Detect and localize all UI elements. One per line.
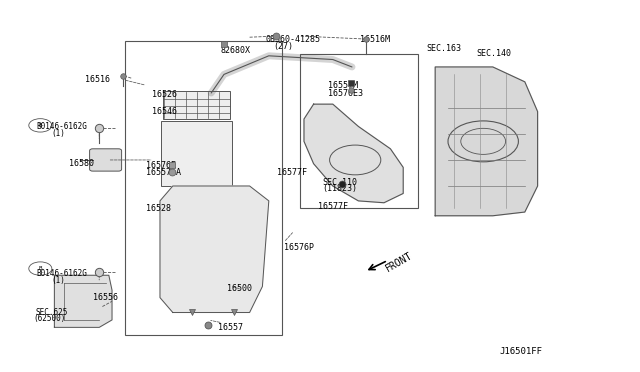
Text: 16528: 16528 xyxy=(146,204,171,213)
Polygon shape xyxy=(304,104,403,203)
Text: 16577F: 16577F xyxy=(277,169,307,177)
Polygon shape xyxy=(54,275,112,327)
Text: 16516: 16516 xyxy=(85,75,110,84)
Bar xyxy=(125,41,282,335)
Text: 16546: 16546 xyxy=(152,107,177,116)
Text: (27): (27) xyxy=(273,42,293,51)
Text: 16556: 16556 xyxy=(93,293,118,302)
Text: 16526: 16526 xyxy=(152,90,177,99)
Text: B: B xyxy=(38,266,42,271)
Text: SEC.140: SEC.140 xyxy=(477,49,512,58)
Text: B0146-6162G: B0146-6162G xyxy=(36,122,87,131)
Text: 16576E: 16576E xyxy=(146,161,176,170)
Polygon shape xyxy=(435,67,538,216)
Text: 08360-41285: 08360-41285 xyxy=(266,35,321,44)
Text: 16580: 16580 xyxy=(69,159,94,168)
Bar xyxy=(163,91,230,119)
Text: FRONT: FRONT xyxy=(384,251,415,274)
Text: 16557: 16557 xyxy=(218,323,243,332)
Text: 16557M: 16557M xyxy=(328,81,358,90)
Text: (1): (1) xyxy=(51,276,65,285)
Text: 16576P: 16576P xyxy=(284,243,314,252)
Text: 16576E3: 16576E3 xyxy=(328,89,363,97)
Text: B: B xyxy=(38,123,42,128)
Polygon shape xyxy=(160,186,269,312)
FancyBboxPatch shape xyxy=(90,149,122,171)
Text: (1): (1) xyxy=(51,129,65,138)
Text: SEC.625: SEC.625 xyxy=(35,308,68,317)
Text: (62500): (62500) xyxy=(33,314,66,323)
Text: 16500: 16500 xyxy=(227,284,252,293)
Text: (11823): (11823) xyxy=(323,184,358,193)
Text: 82680X: 82680X xyxy=(221,46,251,55)
Text: J16501FF: J16501FF xyxy=(499,347,542,356)
Text: 16516M: 16516M xyxy=(360,35,390,44)
Text: SEC.110: SEC.110 xyxy=(323,178,358,187)
Text: 16577F: 16577F xyxy=(318,202,348,211)
Text: B0146-6162G: B0146-6162G xyxy=(36,269,87,278)
Text: 16557+A: 16557+A xyxy=(146,169,181,177)
Bar xyxy=(161,121,232,186)
Bar xyxy=(300,54,418,208)
Text: SEC.163: SEC.163 xyxy=(426,44,461,53)
